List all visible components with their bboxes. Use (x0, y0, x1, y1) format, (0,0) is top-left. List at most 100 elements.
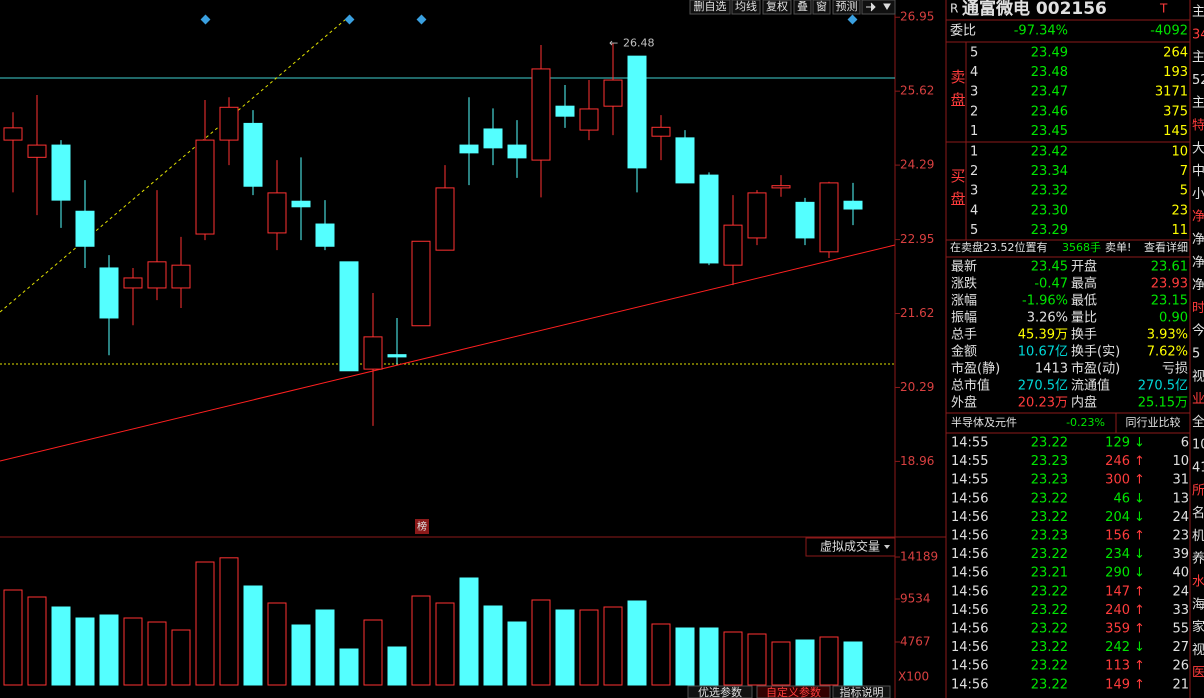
side-column-text: 水 (1192, 575, 1204, 590)
tick-time: 14:55 (951, 473, 988, 488)
side-column-text: 净 (1192, 255, 1204, 270)
price: 23.30 (1031, 203, 1068, 218)
volume: 11 (1171, 223, 1188, 238)
tick-volume: 129 (1105, 436, 1130, 451)
flag: R (950, 2, 958, 16)
tick-price: 23.22 (1031, 584, 1068, 599)
stat-label: 总市值 (951, 378, 990, 394)
tick-count: 40 (1172, 566, 1189, 581)
tick-arrow: ↑ (1134, 454, 1145, 469)
volume: 23 (1171, 203, 1188, 218)
level: 5 (970, 46, 978, 61)
side-column-text: 海 (1192, 597, 1204, 612)
price: 23.32 (1031, 184, 1068, 199)
volume-bar (771, 641, 791, 686)
tick-price: 23.22 (1031, 640, 1068, 655)
tick-price: 23.23 (1031, 454, 1068, 469)
side-column-text: 所 (1192, 483, 1204, 498)
side-column-text: 医 (1192, 666, 1204, 681)
tick-count: 24 (1172, 584, 1189, 599)
tick-count: 31 (1172, 473, 1189, 488)
tick-time: 14:56 (951, 640, 988, 655)
price: 23.49 (1031, 46, 1068, 61)
toolbar-label: 叠 (797, 0, 808, 13)
stock-title: 通富微电 002156 (962, 0, 1107, 19)
tick-time: 14:56 (951, 659, 988, 674)
side-column-text: 52 (1192, 73, 1204, 88)
toolbar-button[interactable] (793, 0, 812, 15)
stat-label: 量比 (1071, 311, 1097, 326)
candle-body (603, 79, 623, 107)
tick-price: 23.22 (1031, 436, 1068, 451)
toolbar-button[interactable] (762, 0, 792, 15)
stat-label: 最高 (1071, 276, 1097, 292)
tick-price: 23.22 (1031, 491, 1068, 506)
tick-volume: 149 (1105, 677, 1130, 692)
level: 4 (970, 203, 978, 218)
side-column-text: 视 (1192, 369, 1204, 384)
tab-label: 指标说明 (840, 685, 884, 698)
tick-arrow: ↑ (1134, 622, 1145, 637)
candle-body (507, 144, 527, 159)
toolbar-button[interactable] (689, 0, 731, 15)
tick-arrow: ↑ (1134, 659, 1145, 674)
toolbar-label: 窗 (816, 0, 827, 13)
tick-count: 26 (1172, 659, 1189, 674)
stat-label: 振幅 (951, 311, 977, 326)
volume-bar (459, 577, 479, 686)
side-column-text: 养 (1192, 551, 1204, 567)
tick-arrow: ↓ (1134, 640, 1145, 655)
side-column-text: 41 (1192, 461, 1204, 476)
y-tick-label: 21.62 (900, 306, 934, 320)
stat-value: 20.23万 (1018, 396, 1068, 411)
price: 23.46 (1031, 104, 1068, 119)
toolbar-label: 预测 (836, 0, 858, 13)
tick-time: 14:56 (951, 566, 988, 581)
tick-count: 33 (1172, 603, 1189, 618)
price: 23.42 (1031, 145, 1068, 160)
candle-body (387, 354, 407, 358)
candle-body (795, 201, 815, 239)
stat-label: 市盈(动) (1071, 361, 1120, 377)
stat-value: 45.39万 (1018, 328, 1068, 343)
stat-value: -0.47 (1034, 277, 1068, 292)
y-tick-label: 9534 (900, 592, 931, 606)
tab[interactable] (687, 685, 753, 698)
side-column-text: 净 (1192, 210, 1204, 225)
tick-time: 14:56 (951, 584, 988, 599)
stat-label: 换手 (1071, 328, 1097, 343)
tick-count: 39 (1172, 547, 1189, 562)
marker-label: 榜 (417, 520, 427, 533)
tab[interactable] (756, 685, 831, 698)
stat-label: 内盘 (1071, 395, 1097, 411)
volume-bar (483, 605, 503, 686)
notice: 卖单! (1105, 241, 1131, 254)
toolbar-button[interactable] (731, 0, 761, 15)
candle-body (51, 144, 71, 201)
stat-label: 涨跌 (951, 276, 977, 292)
candle-body (27, 144, 47, 158)
stat-label: 换手(实) (1071, 345, 1120, 360)
side-column-text: 家 (1192, 619, 1204, 635)
stat-label: 市盈(静) (951, 361, 1000, 377)
side-column-text: 34 (1192, 27, 1204, 42)
dropdown-icon (884, 545, 890, 549)
side-column-text: 净 (1192, 278, 1204, 293)
side-column-text: 大 (1192, 141, 1204, 156)
tick-price: 23.23 (1031, 473, 1068, 488)
compare-link: 同行业比较 (1126, 415, 1181, 429)
tick-price: 23.22 (1031, 510, 1068, 525)
tab[interactable] (832, 685, 891, 698)
stat-value: -1.96% (1022, 294, 1068, 309)
toolbar-button[interactable] (832, 0, 861, 15)
stat-value: 0.90 (1159, 311, 1188, 326)
stat-value: 25.15万 (1138, 396, 1188, 411)
volume-bar (27, 596, 47, 686)
toolbar-button[interactable] (812, 0, 831, 15)
tick-price: 23.22 (1031, 659, 1068, 674)
y-tick-label: 24.29 (900, 158, 934, 172)
price: 23.34 (1031, 164, 1068, 179)
volume-bar (723, 631, 743, 686)
indicator-select[interactable] (805, 537, 896, 557)
side-column-text: 特 (1192, 119, 1204, 134)
